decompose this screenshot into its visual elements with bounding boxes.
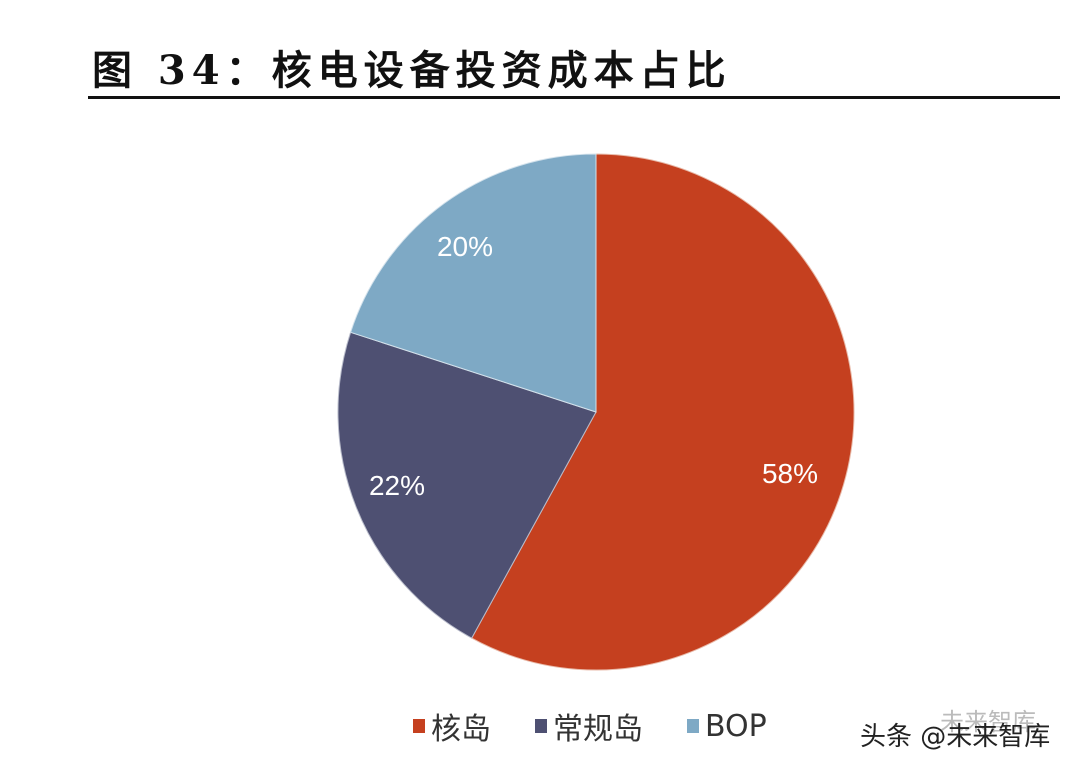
slice-label-nuclear-island: 58% xyxy=(762,458,818,489)
legend-swatch xyxy=(413,719,425,733)
slice-label-bop: 20% xyxy=(437,231,493,262)
legend-item-bop: BOP xyxy=(687,709,767,744)
pie-slice-conventional-island xyxy=(337,331,597,639)
watermark-ghost: 未来智库 xyxy=(940,708,1036,736)
legend-swatch xyxy=(687,719,699,733)
title-rule xyxy=(88,96,1060,99)
legend-item-conventional-island: 常规岛 xyxy=(535,704,643,748)
slice-label-conventional-island: 22% xyxy=(369,470,425,501)
legend-item-nuclear-island: 核岛 xyxy=(413,704,491,748)
legend-label: BOP xyxy=(705,708,767,744)
watermark: 头条 @未来智库 xyxy=(860,722,1051,752)
figure-title: 图 34：核电设备投资成本占比 xyxy=(92,47,732,94)
pie-slice-nuclear-island xyxy=(471,153,855,671)
chart-legend: 核岛 常规岛 BOP xyxy=(413,704,811,748)
legend-label: 常规岛 xyxy=(553,712,643,747)
legend-label: 核岛 xyxy=(431,712,491,747)
legend-swatch xyxy=(535,719,547,733)
pie-slice-bop xyxy=(349,153,597,413)
